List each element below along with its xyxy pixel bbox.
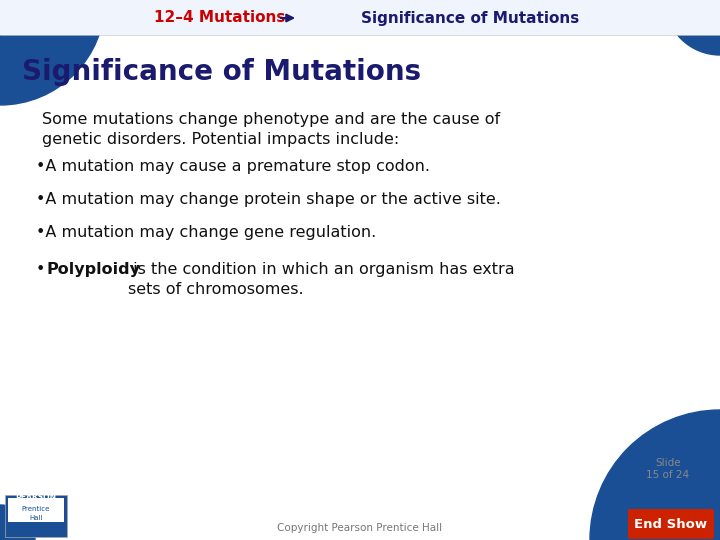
Text: Polyploidy: Polyploidy xyxy=(46,262,140,277)
Wedge shape xyxy=(0,505,35,540)
Text: PEARSON: PEARSON xyxy=(15,492,57,502)
Text: •: • xyxy=(36,262,45,277)
Text: •A mutation may change gene regulation.: •A mutation may change gene regulation. xyxy=(36,225,377,240)
Text: Copyright Pearson Prentice Hall: Copyright Pearson Prentice Hall xyxy=(277,523,443,533)
Text: End Show: End Show xyxy=(634,517,708,530)
Bar xyxy=(0,0,720,35)
Text: Significance of Mutations: Significance of Mutations xyxy=(361,10,579,25)
Text: Slide
15 of 24: Slide 15 of 24 xyxy=(647,457,690,480)
FancyBboxPatch shape xyxy=(628,509,714,539)
Text: •A mutation may cause a premature stop codon.: •A mutation may cause a premature stop c… xyxy=(36,159,430,174)
Text: is the condition in which an organism has extra
sets of chromosomes.: is the condition in which an organism ha… xyxy=(128,262,515,298)
Text: Hall: Hall xyxy=(30,515,42,521)
FancyBboxPatch shape xyxy=(5,495,67,537)
Text: Significance of Mutations: Significance of Mutations xyxy=(22,58,421,86)
Wedge shape xyxy=(590,410,720,540)
FancyBboxPatch shape xyxy=(8,498,64,522)
Text: Some mutations change phenotype and are the cause of
genetic disorders. Potentia: Some mutations change phenotype and are … xyxy=(42,112,500,147)
Wedge shape xyxy=(0,0,105,105)
Text: •A mutation may change protein shape or the active site.: •A mutation may change protein shape or … xyxy=(36,192,501,207)
Text: Prentice: Prentice xyxy=(22,506,50,512)
Text: 12–4 Mutations: 12–4 Mutations xyxy=(154,10,286,25)
Wedge shape xyxy=(665,0,720,55)
